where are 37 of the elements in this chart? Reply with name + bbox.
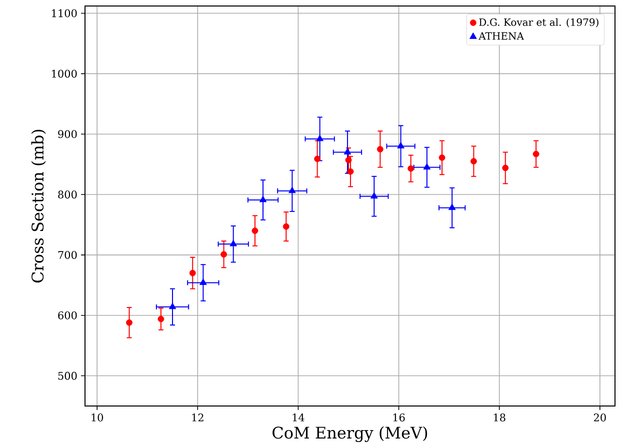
point <box>126 319 132 326</box>
x-tick-label: 16 <box>393 414 405 422</box>
point <box>438 154 446 161</box>
y-tick-label: 900 <box>58 130 77 138</box>
x-axis-title: CoM Energy (MeV) <box>272 426 428 442</box>
point <box>220 251 227 258</box>
point <box>168 302 176 310</box>
point <box>252 228 258 234</box>
y-tick-label: 1000 <box>52 70 77 78</box>
point <box>189 270 196 276</box>
point <box>502 164 509 172</box>
point <box>200 278 207 285</box>
x-tick-label: 20 <box>594 414 606 422</box>
point <box>288 186 296 194</box>
point <box>448 204 456 210</box>
point <box>370 192 378 199</box>
y-tick-label: 600 <box>58 311 77 320</box>
point <box>397 142 404 148</box>
point <box>376 146 384 152</box>
point <box>158 316 164 322</box>
point <box>230 240 238 246</box>
x-tick-label: 14 <box>292 414 304 422</box>
y-tick-label: 1100 <box>52 9 77 18</box>
y-tick-label: 800 <box>58 190 77 198</box>
point <box>282 223 290 230</box>
point <box>532 150 540 158</box>
point <box>423 163 431 170</box>
x-tick-label: 12 <box>192 414 204 422</box>
y-axis-title: Cross Section (mb) <box>31 130 46 283</box>
legend-label: ATHENA <box>478 32 524 40</box>
x-tick-label: 18 <box>494 414 506 422</box>
y-tick-label: 500 <box>58 372 77 380</box>
y-tick-label: 700 <box>58 250 77 259</box>
point <box>470 158 477 164</box>
legend-label: D.G. Kovar et al. (1979) <box>479 18 598 28</box>
x-tick-label: 10 <box>92 414 104 422</box>
point <box>259 196 267 202</box>
